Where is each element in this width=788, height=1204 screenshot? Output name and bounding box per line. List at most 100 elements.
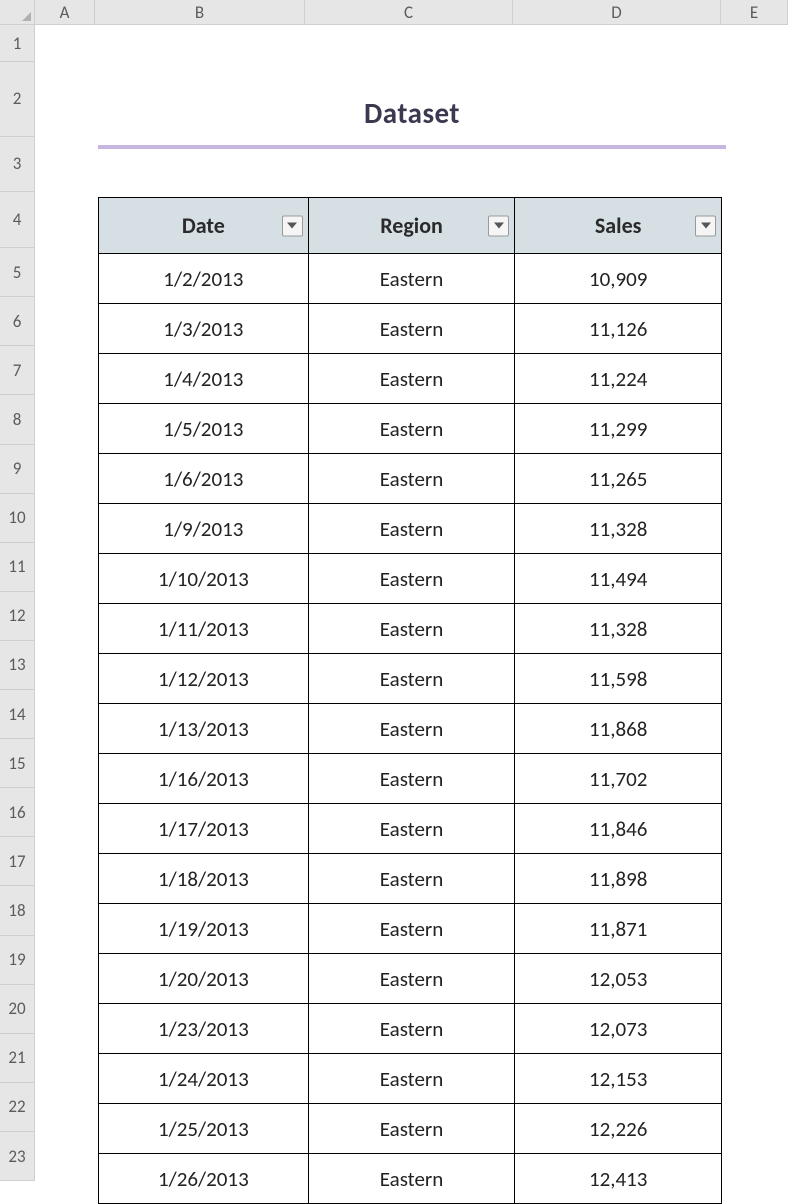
cell-sales[interactable]: 11,265 [515,454,722,504]
column-header-c[interactable]: C [305,0,513,24]
cell-date[interactable]: 1/6/2013 [99,454,309,504]
row-header-3[interactable]: 3 [0,137,34,193]
cell-sales[interactable]: 11,846 [515,804,722,854]
cell-region[interactable]: Eastern [308,954,515,1004]
row-header-6[interactable]: 6 [0,297,34,346]
row-header-15[interactable]: 15 [0,739,34,788]
cell-region[interactable]: Eastern [308,304,515,354]
column-header-d[interactable]: D [513,0,721,24]
table-row[interactable]: 1/26/2013Eastern12,413 [99,1154,722,1204]
cell-region[interactable]: Eastern [308,554,515,604]
cell-sales[interactable]: 12,073 [515,1004,722,1054]
row-header-12[interactable]: 12 [0,592,34,641]
cell-date[interactable]: 1/5/2013 [99,404,309,454]
filter-button-date[interactable] [282,215,303,236]
cell-sales[interactable]: 11,126 [515,304,722,354]
cell-date[interactable]: 1/23/2013 [99,1004,309,1054]
cell-date[interactable]: 1/9/2013 [99,504,309,554]
cell-region[interactable]: Eastern [308,604,515,654]
cell-sales[interactable]: 11,868 [515,704,722,754]
table-row[interactable]: 1/9/2013Eastern11,328 [99,504,722,554]
cell-sales[interactable]: 11,598 [515,654,722,704]
cell-sales[interactable]: 11,224 [515,354,722,404]
cell-date[interactable]: 1/25/2013 [99,1104,309,1154]
table-row[interactable]: 1/3/2013Eastern11,126 [99,304,722,354]
row-header-23[interactable]: 23 [0,1132,34,1181]
cell-region[interactable]: Eastern [308,904,515,954]
table-row[interactable]: 1/20/2013Eastern12,053 [99,954,722,1004]
cell-region[interactable]: Eastern [308,1054,515,1104]
row-header-19[interactable]: 19 [0,936,34,985]
cell-region[interactable]: Eastern [308,704,515,754]
table-row[interactable]: 1/2/2013Eastern10,909 [99,254,722,304]
column-header-b[interactable]: B [95,0,305,24]
cell-sales[interactable]: 12,153 [515,1054,722,1104]
table-row[interactable]: 1/24/2013Eastern12,153 [99,1054,722,1104]
row-header-20[interactable]: 20 [0,985,34,1034]
cell-date[interactable]: 1/19/2013 [99,904,309,954]
cell-region[interactable]: Eastern [308,804,515,854]
cell-region[interactable]: Eastern [308,504,515,554]
cell-sales[interactable]: 12,413 [515,1154,722,1204]
cell-date[interactable]: 1/24/2013 [99,1054,309,1104]
row-header-8[interactable]: 8 [0,395,34,444]
cell-region[interactable]: Eastern [308,404,515,454]
cell-sales[interactable]: 11,328 [515,504,722,554]
table-row[interactable]: 1/17/2013Eastern11,846 [99,804,722,854]
row-header-14[interactable]: 14 [0,690,34,739]
cell-date[interactable]: 1/2/2013 [99,254,309,304]
table-row[interactable]: 1/6/2013Eastern11,265 [99,454,722,504]
select-all-corner[interactable] [0,0,35,24]
cell-region[interactable]: Eastern [308,254,515,304]
filter-button-sales[interactable] [695,215,716,236]
row-header-9[interactable]: 9 [0,445,34,494]
cell-sales[interactable]: 11,871 [515,904,722,954]
cell-sales[interactable]: 11,702 [515,754,722,804]
table-row[interactable]: 1/23/2013Eastern12,073 [99,1004,722,1054]
table-row[interactable]: 1/10/2013Eastern11,494 [99,554,722,604]
grid-area[interactable]: Dataset Date Region [35,25,788,1181]
row-header-1[interactable]: 1 [0,25,34,62]
row-header-13[interactable]: 13 [0,641,34,690]
cell-region[interactable]: Eastern [308,454,515,504]
cell-date[interactable]: 1/10/2013 [99,554,309,604]
cell-region[interactable]: Eastern [308,1104,515,1154]
table-row[interactable]: 1/19/2013Eastern11,871 [99,904,722,954]
cell-sales[interactable]: 12,226 [515,1104,722,1154]
col-header-date[interactable]: Date [99,198,309,254]
cell-region[interactable]: Eastern [308,1004,515,1054]
col-header-region[interactable]: Region [308,198,515,254]
cell-date[interactable]: 1/16/2013 [99,754,309,804]
table-row[interactable]: 1/5/2013Eastern11,299 [99,404,722,454]
row-header-4[interactable]: 4 [0,192,34,248]
cell-region[interactable]: Eastern [308,1154,515,1204]
row-header-11[interactable]: 11 [0,543,34,592]
table-row[interactable]: 1/25/2013Eastern12,226 [99,1104,722,1154]
row-header-16[interactable]: 16 [0,788,34,837]
cell-sales[interactable]: 11,494 [515,554,722,604]
cell-date[interactable]: 1/12/2013 [99,654,309,704]
row-header-22[interactable]: 22 [0,1083,34,1132]
table-row[interactable]: 1/4/2013Eastern11,224 [99,354,722,404]
cell-sales[interactable]: 12,053 [515,954,722,1004]
table-row[interactable]: 1/11/2013Eastern11,328 [99,604,722,654]
table-row[interactable]: 1/18/2013Eastern11,898 [99,854,722,904]
cell-date[interactable]: 1/17/2013 [99,804,309,854]
cell-region[interactable]: Eastern [308,354,515,404]
cell-date[interactable]: 1/20/2013 [99,954,309,1004]
cell-date[interactable]: 1/13/2013 [99,704,309,754]
cell-region[interactable]: Eastern [308,654,515,704]
row-header-10[interactable]: 10 [0,494,34,543]
row-header-21[interactable]: 21 [0,1034,34,1083]
row-header-5[interactable]: 5 [0,248,34,297]
cell-sales[interactable]: 11,898 [515,854,722,904]
cell-date[interactable]: 1/18/2013 [99,854,309,904]
cell-sales[interactable]: 11,328 [515,604,722,654]
row-header-2[interactable]: 2 [0,62,34,136]
table-row[interactable]: 1/12/2013Eastern11,598 [99,654,722,704]
col-header-sales[interactable]: Sales [515,198,722,254]
cell-date[interactable]: 1/11/2013 [99,604,309,654]
cell-date[interactable]: 1/4/2013 [99,354,309,404]
row-header-17[interactable]: 17 [0,837,34,886]
row-header-18[interactable]: 18 [0,886,34,935]
